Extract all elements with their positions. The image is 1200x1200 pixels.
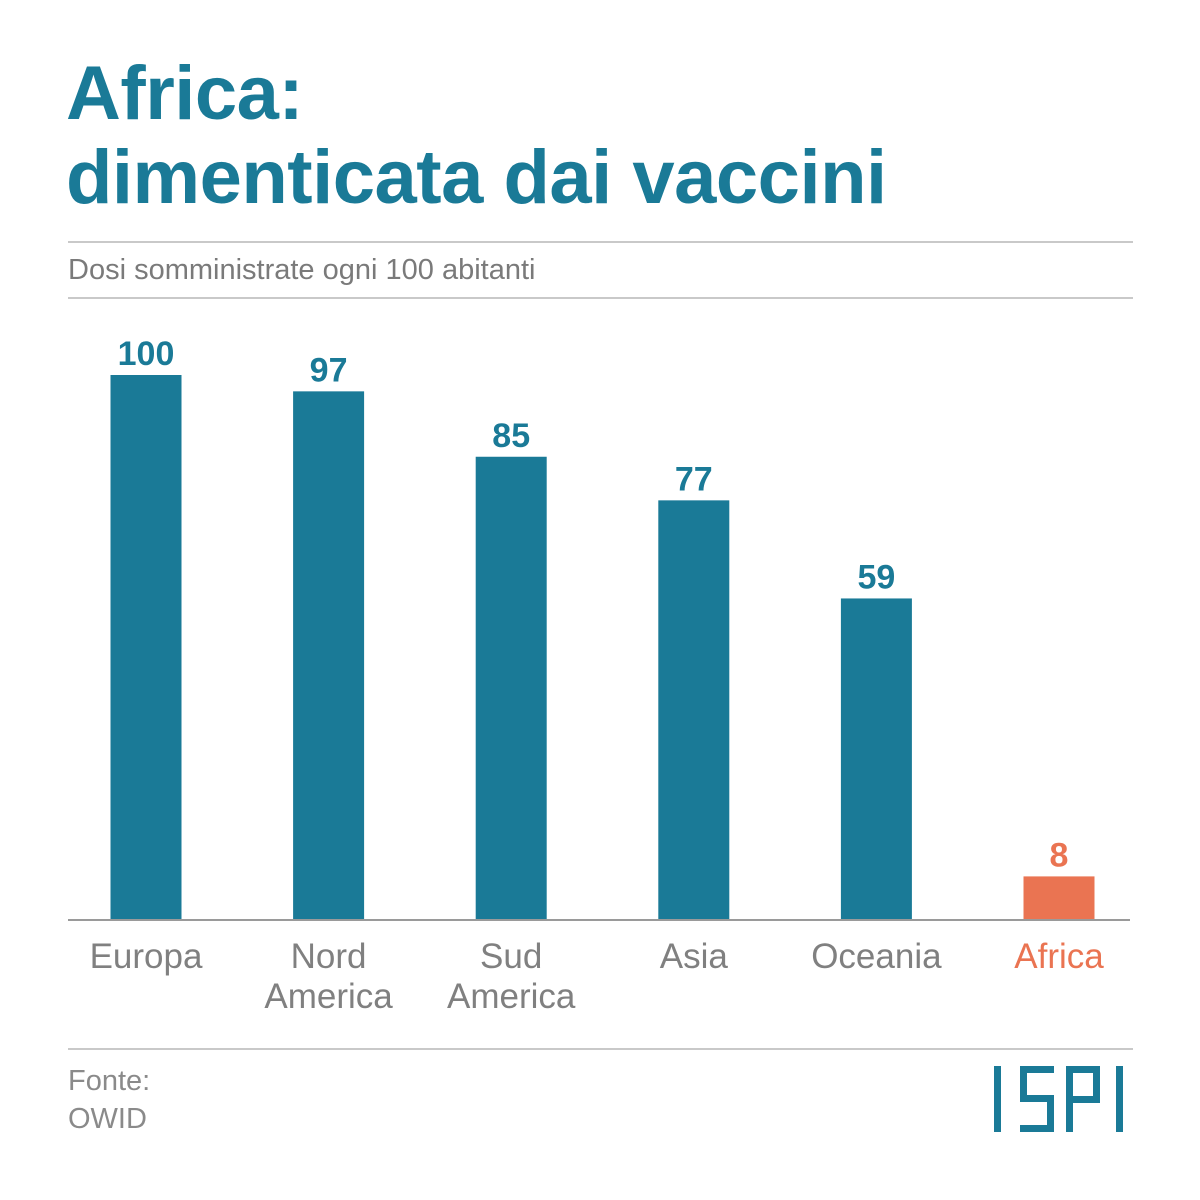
category-label-4-0: Oceania (811, 937, 942, 976)
chart-title: Africa: dimenticata dai vaccini (66, 52, 887, 220)
bar-chart: 100Europa97NordAmerica85SudAmerica77Asia… (68, 335, 1130, 1016)
data-label-4: 59 (857, 558, 895, 596)
bar-3 (658, 500, 730, 920)
data-label-5: 8 (1050, 836, 1069, 874)
source-label: Fonte: (68, 1065, 151, 1097)
source-name: OWID (68, 1103, 147, 1135)
category-label-5-0: Africa (1014, 937, 1104, 976)
bars-layer (110, 375, 1095, 921)
bar-5 (1023, 876, 1095, 920)
data-label-1: 97 (310, 351, 348, 389)
footer-divider (68, 1048, 1133, 1050)
bar-4 (840, 598, 912, 920)
data-label-2: 85 (492, 417, 530, 455)
header-divider-bottom (68, 297, 1133, 299)
title-line-2: dimenticata dai vaccini (66, 135, 887, 220)
header-divider-top (68, 241, 1133, 243)
category-label-1-1: America (264, 977, 393, 1016)
bar-1 (293, 391, 365, 921)
ispi-logo (994, 1066, 1123, 1132)
bar-0 (110, 375, 182, 920)
data-label-0: 100 (118, 335, 175, 373)
category-label-2-0: Sud (480, 937, 542, 976)
category-label-3-0: Asia (660, 937, 729, 976)
bar-2 (475, 456, 547, 920)
category-label-1-0: Nord (291, 937, 367, 976)
title-line-1: Africa: (66, 51, 304, 136)
labels-layer: 100Europa97NordAmerica85SudAmerica77Asia… (90, 335, 1105, 1016)
category-label-2-1: America (447, 977, 576, 1016)
category-label-0-0: Europa (90, 937, 203, 976)
chart-subtitle: Dosi somministrate ogni 100 abitanti (68, 254, 536, 286)
data-label-3: 77 (675, 460, 713, 498)
